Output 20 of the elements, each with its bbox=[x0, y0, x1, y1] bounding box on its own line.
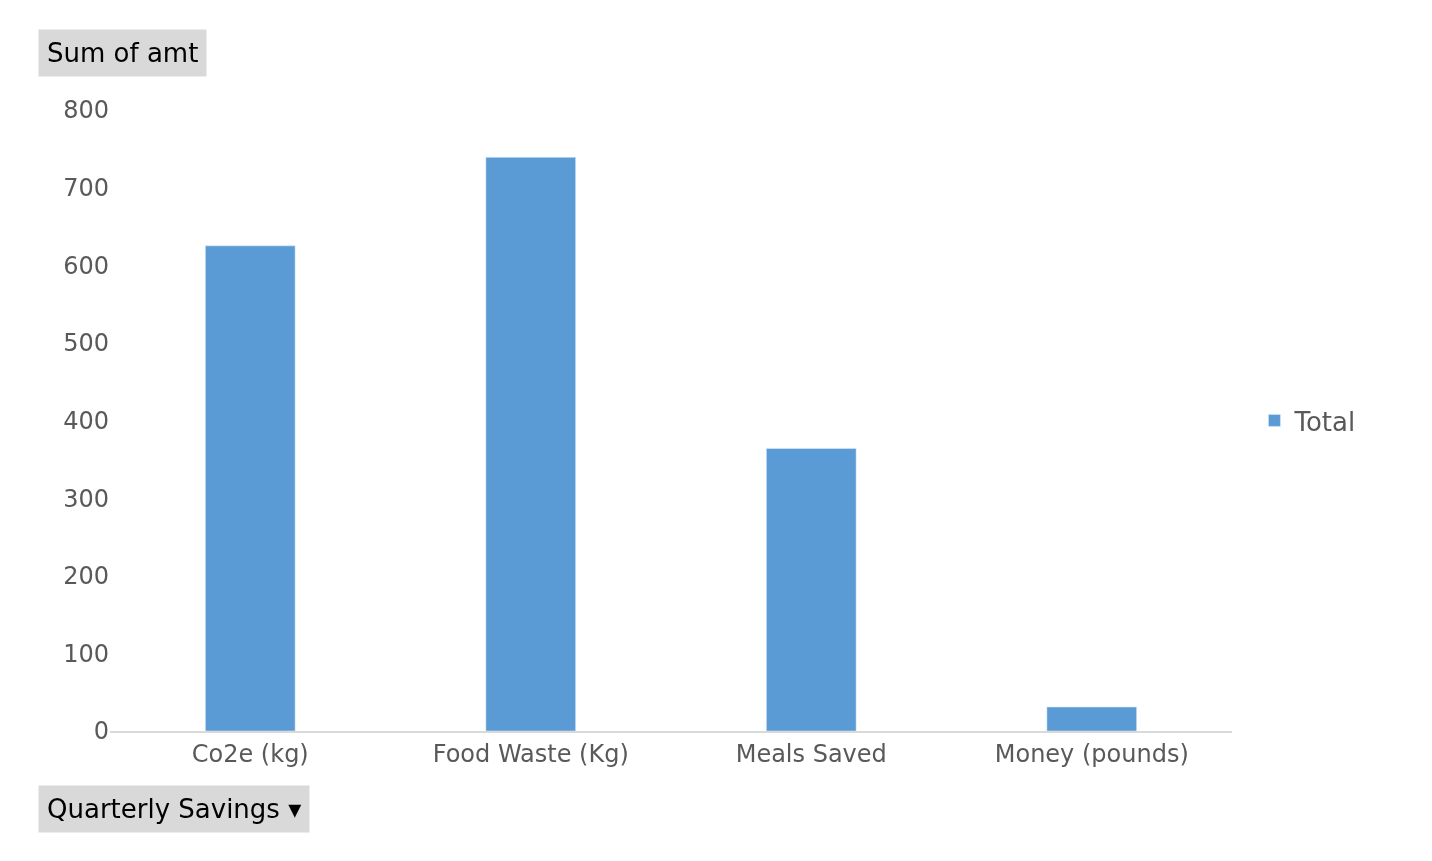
bar bbox=[766, 448, 857, 731]
bar bbox=[1046, 706, 1137, 731]
x-tick-label: Food Waste (Kg) bbox=[432, 739, 629, 768]
bar bbox=[485, 157, 576, 731]
text: Sum of amt bbox=[47, 38, 199, 68]
y-tick-label: 500 bbox=[63, 329, 109, 358]
y-tick-label: 100 bbox=[63, 639, 109, 668]
y-tick-label: 300 bbox=[63, 484, 109, 513]
x-tick-label: Money (pounds) bbox=[994, 739, 1189, 768]
y-tick-label: 0 bbox=[93, 717, 109, 746]
x-tick-label: Co2e (kg) bbox=[191, 739, 309, 768]
x-tick-label: Meals Saved bbox=[735, 739, 887, 768]
y-tick-label: 200 bbox=[63, 562, 109, 591]
y-tick-label: 400 bbox=[63, 406, 109, 435]
text: Quarterly Savings ▾ bbox=[47, 794, 302, 824]
y-tick-label: 700 bbox=[63, 174, 109, 203]
legend-label: Total bbox=[1293, 406, 1356, 437]
bar bbox=[205, 245, 296, 731]
y-tick-label: 600 bbox=[63, 251, 109, 280]
y-tick-label: 800 bbox=[63, 96, 109, 125]
